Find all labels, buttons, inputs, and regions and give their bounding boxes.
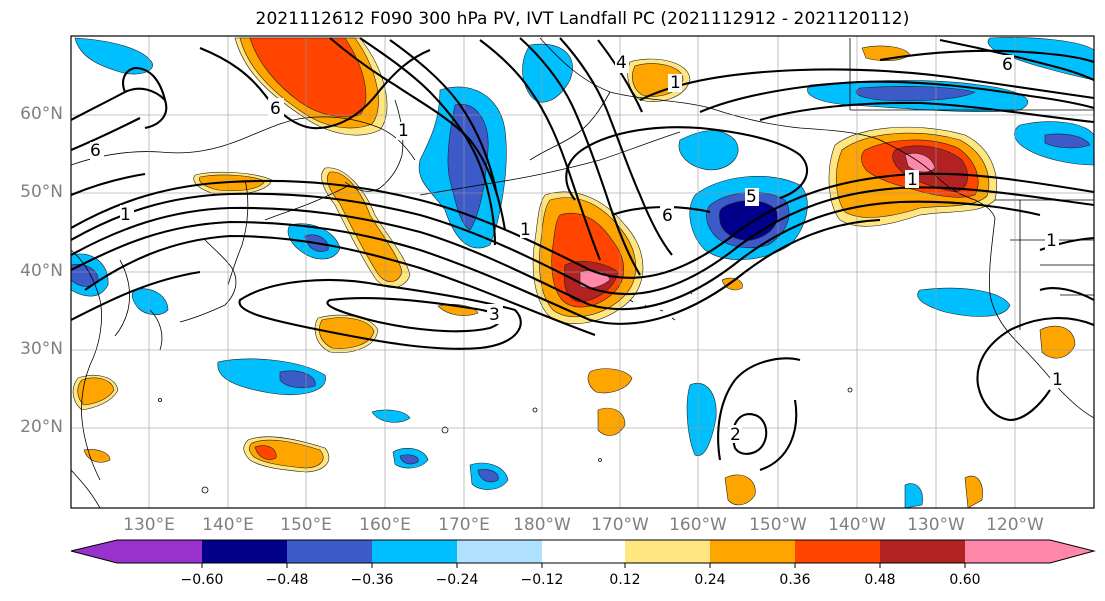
lon-label: 140°W <box>828 515 886 535</box>
pv-negative-area <box>686 383 717 457</box>
contour-label: 1 <box>398 121 409 141</box>
colorbar-outline <box>70 539 1096 564</box>
map-frame <box>70 35 1095 509</box>
lon-label: 180°W <box>513 515 571 535</box>
colorbar-tick-label: 0.24 <box>694 572 726 588</box>
lon-label: 160°W <box>669 515 727 535</box>
pv-positive-area <box>83 449 111 463</box>
coastlines <box>71 37 1094 508</box>
colorbar-segment <box>795 540 880 563</box>
lon-label: 150°E <box>280 515 332 535</box>
lon-label: 130°W <box>907 515 965 535</box>
graticule <box>71 36 1094 508</box>
contour-labels: 6 6 4 1 5 1 1 6 6 3 1 1 1 2 1 <box>90 53 1064 445</box>
colorbar-segment <box>965 540 1050 563</box>
pv-negative-area <box>399 454 419 465</box>
ivt-contours <box>71 37 1094 471</box>
contour-label: 1 <box>1046 231 1057 251</box>
colorbar-tick-label: −0.12 <box>520 572 564 588</box>
pv-negative-area <box>131 288 169 316</box>
contour-label: 1 <box>120 205 131 225</box>
colorbar-segment <box>457 540 542 563</box>
lon-label: 170°E <box>438 515 490 535</box>
pv-negative-area <box>1044 133 1091 149</box>
contour-label: 3 <box>489 305 500 325</box>
pv-negative-area <box>904 483 923 508</box>
colorbar-tick-label: −0.48 <box>265 572 309 588</box>
lon-label: 140°E <box>202 515 254 535</box>
pv-negative-area <box>855 86 976 102</box>
colorbar-segment <box>202 540 287 563</box>
pv-positive-area <box>249 37 367 118</box>
pv-positive-area <box>587 368 633 394</box>
lon-label: 150°W <box>749 515 807 535</box>
pv-positive-area <box>724 474 756 506</box>
contour-label: 5 <box>746 187 757 207</box>
colorbar-segment <box>287 540 372 563</box>
pv-positive-area <box>319 317 375 349</box>
colorbar-segment <box>625 540 710 563</box>
pv-positive-area <box>77 377 115 406</box>
contour-label: 4 <box>616 53 627 73</box>
contour-label: 1 <box>670 73 681 93</box>
lat-label: 50°N <box>20 182 63 202</box>
pv-negative-area <box>477 469 499 483</box>
map-title: 2021112612 F090 300 hPa PV, IVT Landfall… <box>255 9 910 29</box>
colorbar-segment <box>880 540 965 563</box>
colorbar-segment <box>710 540 795 563</box>
contour-label: 2 <box>730 425 741 445</box>
lon-label: 130°E <box>123 515 175 535</box>
pv-negative-area <box>678 130 739 171</box>
contour-label: 1 <box>520 220 531 240</box>
contour-label: 6 <box>270 99 281 119</box>
lon-label: 120°W <box>986 515 1044 535</box>
pv-positive-area <box>254 445 277 460</box>
contour-label: 6 <box>662 206 673 226</box>
contour-label: 1 <box>907 170 918 190</box>
colorbar <box>70 539 1096 568</box>
pv-positive-area <box>327 171 403 282</box>
colorbar-segment <box>542 540 625 563</box>
colorbar-tick-label: −0.60 <box>180 572 224 588</box>
lat-label: 40°N <box>20 261 63 281</box>
lon-label: 170°W <box>591 515 649 535</box>
colorbar-segment <box>117 540 202 563</box>
lat-label: 60°N <box>20 104 63 124</box>
lat-label: 30°N <box>20 339 63 359</box>
contour-label: 1 <box>1052 370 1063 390</box>
colorbar-tick-label: 0.12 <box>609 572 641 588</box>
colorbar-tick-label: 0.60 <box>949 572 981 588</box>
colorbar-tick-label: −0.36 <box>350 572 394 588</box>
colorbar-segment <box>372 540 457 563</box>
colorbar-tick-label: 0.36 <box>779 572 811 588</box>
pv-negative-area <box>917 287 1011 317</box>
pv-positive-area <box>597 407 626 436</box>
contour-label: 6 <box>1002 55 1013 75</box>
colorbar-tick-label: 0.48 <box>864 572 896 588</box>
colorbar-extend-right <box>1050 540 1094 563</box>
pv-negative-area <box>74 37 153 75</box>
colorbar-extend-left <box>71 540 117 563</box>
pv-positive-area <box>964 475 983 508</box>
lat-label: 20°N <box>20 417 63 437</box>
lon-label: 160°E <box>359 515 411 535</box>
contour-label: 6 <box>90 141 101 161</box>
colorbar-tick-label: −0.24 <box>435 572 479 588</box>
